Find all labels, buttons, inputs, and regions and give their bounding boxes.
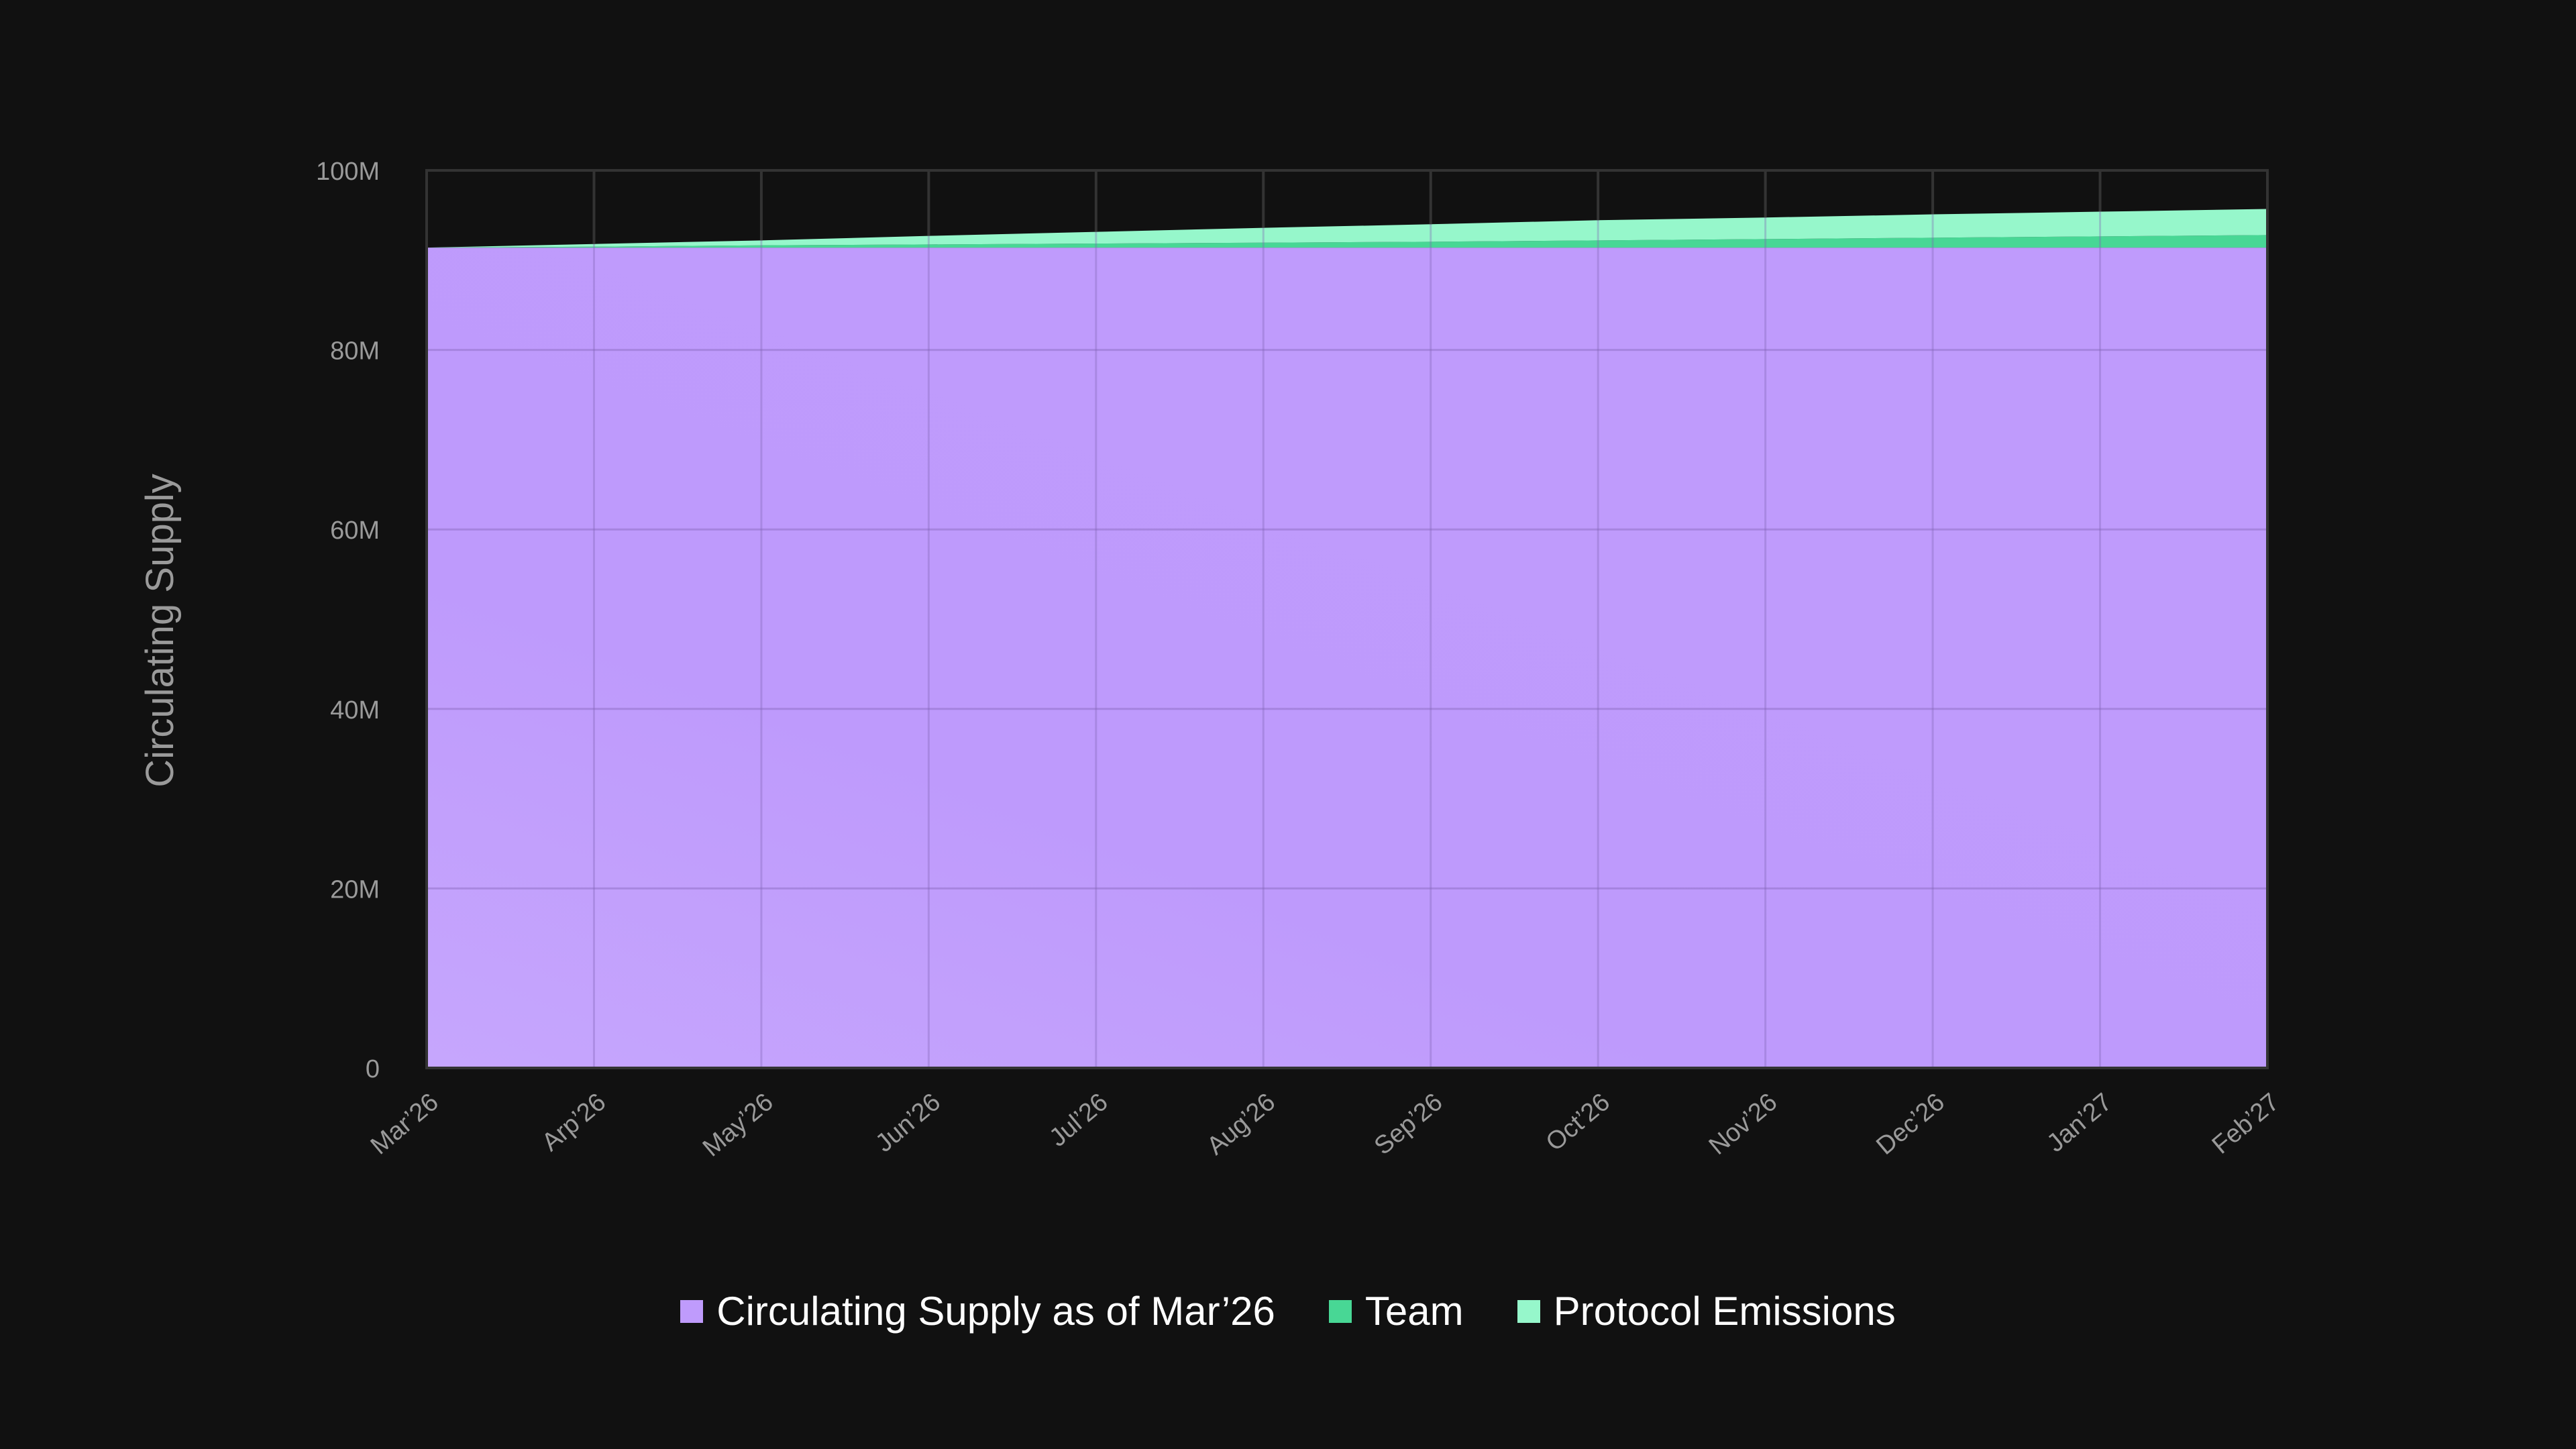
x-tick-label: Jan’27: [2042, 1088, 2118, 1158]
legend-label: Team: [1364, 1289, 1464, 1334]
legend-swatch: [680, 1299, 704, 1323]
y-tick-label: 0: [366, 1055, 380, 1083]
legend-swatch: [1328, 1299, 1352, 1323]
x-tick-label: Sep’26: [1369, 1088, 1448, 1161]
x-tick-label: Arp’26: [537, 1088, 611, 1157]
area-circulating-supply-as-of-mar-26: [427, 248, 2267, 1068]
legend: Circulating Supply as of Mar’26 Team Pro…: [0, 1288, 2576, 1334]
area-team: [427, 235, 2267, 248]
y-tick-label: 20M: [330, 875, 380, 904]
x-tick-label: Oct’26: [1541, 1088, 1615, 1157]
areas: [427, 209, 2267, 1068]
legend-item-protocol-emissions[interactable]: Protocol Emissions: [1517, 1288, 1896, 1334]
x-tick-label: Jun’26: [870, 1088, 946, 1158]
plot-frame: [425, 169, 2269, 1069]
x-tick-label: Feb’27: [2207, 1088, 2285, 1160]
x-tick-label: Mar’26: [366, 1088, 444, 1161]
y-tick-label: 40M: [330, 696, 380, 724]
legend-item-team[interactable]: Team: [1328, 1288, 1464, 1334]
y-tick-label: 100M: [316, 158, 380, 186]
legend-item-circulating[interactable]: Circulating Supply as of Mar’26: [680, 1288, 1275, 1334]
x-tick-label: Dec’26: [1871, 1088, 1950, 1161]
y-tick-label: 80M: [330, 337, 380, 366]
x-tick-label: Nov’26: [1704, 1088, 1783, 1161]
legend-swatch: [1517, 1299, 1540, 1323]
x-tick-label: Aug’26: [1201, 1088, 1281, 1161]
y-axis-label: Circulating Supply: [138, 474, 182, 787]
y-axis-ticks: 0 20M 40M 60M 80M 100M: [316, 158, 380, 1083]
area-protocol-emissions: [427, 209, 2267, 248]
x-tick-label: May’26: [698, 1088, 779, 1163]
legend-label: Circulating Supply as of Mar’26: [716, 1289, 1275, 1334]
x-axis-ticks: Mar’26 Arp’26 May’26 Jun’26 Jul’26 Aug’26 Sep’…: [366, 1088, 2285, 1163]
x-tick-label: Jul’26: [1044, 1088, 1114, 1152]
y-tick-label: 60M: [330, 517, 380, 545]
legend-label: Protocol Emissions: [1553, 1289, 1896, 1334]
